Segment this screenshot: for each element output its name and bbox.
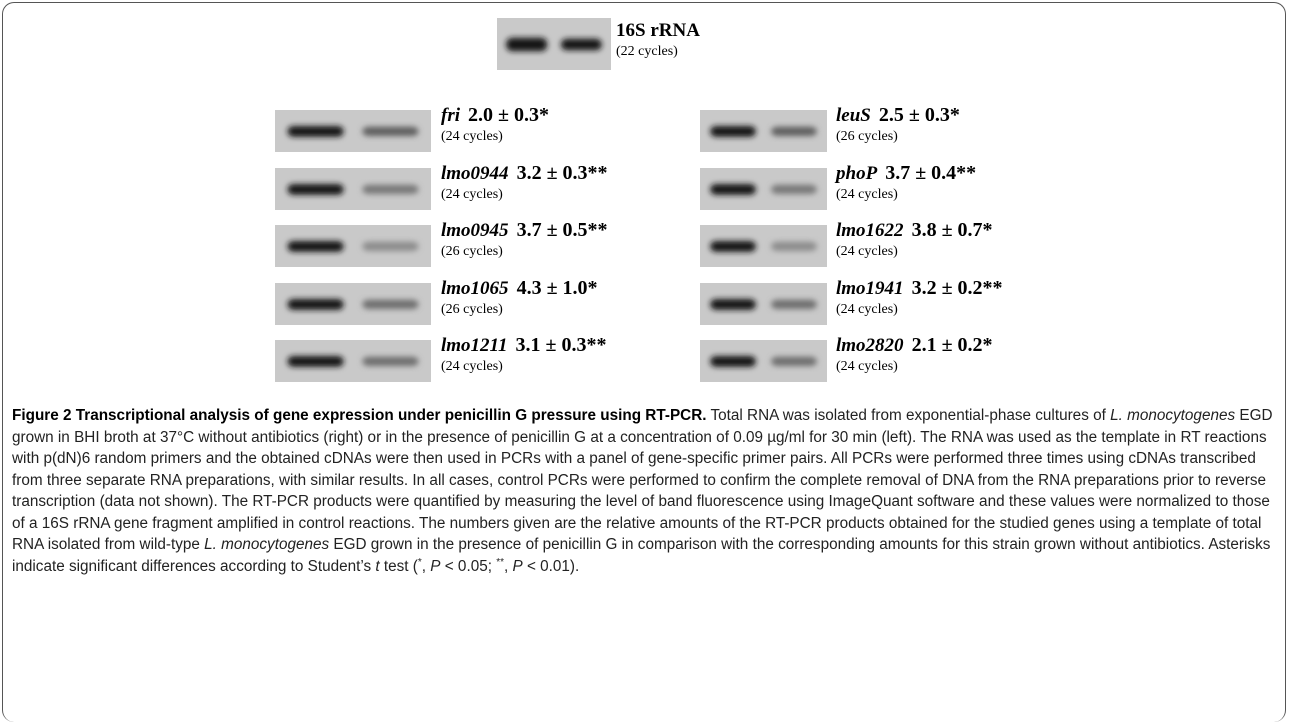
gene-label: lmo0945 3.7 ± 0.5** (26 cycles)	[441, 219, 608, 260]
fold-change: 3.2 ± 0.2**	[912, 277, 1003, 299]
figure-frame	[2, 2, 1286, 722]
band	[287, 183, 343, 194]
gel-image	[275, 225, 431, 267]
gene-name: lmo1622	[836, 220, 904, 241]
band	[710, 183, 756, 194]
gel-image	[275, 283, 431, 325]
band	[710, 356, 756, 367]
cycles: (24 cycles)	[836, 244, 993, 260]
gene-name: leuS	[836, 105, 871, 126]
gene-label: leuS 2.5 ± 0.3* (26 cycles)	[836, 104, 960, 145]
band	[771, 184, 817, 193]
gene-name: lmo1941	[836, 278, 904, 299]
caption-text: < 0.05;	[441, 558, 497, 575]
fold-change: 3.7 ± 0.5**	[517, 219, 608, 241]
gel-image	[700, 110, 827, 152]
control-label: 16S rRNA (22 cycles)	[616, 20, 700, 60]
band	[506, 38, 547, 52]
band	[710, 126, 756, 137]
gene-label: lmo1622 3.8 ± 0.7* (24 cycles)	[836, 219, 993, 260]
caption-text: **	[496, 556, 504, 567]
band	[771, 127, 817, 136]
cycles: (26 cycles)	[836, 129, 960, 145]
cycles: (24 cycles)	[836, 187, 976, 203]
band	[771, 242, 817, 251]
caption-title: Figure 2 Transcriptional analysis of gen…	[12, 407, 707, 424]
gel-image	[700, 168, 827, 210]
gel-image	[497, 18, 611, 70]
gene-label: lmo1941 3.2 ± 0.2** (24 cycles)	[836, 277, 1003, 318]
cycles: (24 cycles)	[441, 187, 608, 203]
gel-image	[700, 340, 827, 382]
band	[287, 241, 343, 252]
band	[710, 298, 756, 309]
fold-change: 2.1 ± 0.2*	[912, 334, 993, 356]
gene-name: lmo2820	[836, 335, 904, 356]
gene-name: lmo1211	[441, 335, 508, 356]
caption: Figure 2 Transcriptional analysis of gen…	[12, 405, 1280, 577]
caption-text: P	[430, 558, 440, 575]
caption-text: < 0.01).	[523, 558, 580, 575]
caption-text: test (	[380, 558, 418, 575]
gene-name: 16S rRNA	[616, 20, 700, 41]
gene-name: lmo1065	[441, 278, 509, 299]
band	[362, 357, 418, 366]
gel-image	[275, 340, 431, 382]
gene-label: lmo2820 2.1 ± 0.2* (24 cycles)	[836, 334, 993, 375]
band	[710, 241, 756, 252]
gene-name: lmo0944	[441, 163, 509, 184]
gene-name: fri	[441, 105, 460, 126]
band	[362, 184, 418, 193]
gel-image	[275, 110, 431, 152]
gene-name: lmo0945	[441, 220, 509, 241]
band	[771, 299, 817, 308]
caption-text: Total RNA was isolated from exponential-…	[707, 407, 1111, 424]
gene-label: fri 2.0 ± 0.3* (24 cycles)	[441, 104, 549, 145]
cycles: (24 cycles)	[836, 302, 1003, 318]
band	[287, 126, 343, 137]
caption-text: EGD grown in BHI broth at 37°C without a…	[12, 407, 1273, 553]
gene-name: phoP	[836, 163, 877, 184]
cycles: (24 cycles)	[441, 359, 607, 375]
cycles: (22 cycles)	[616, 44, 700, 60]
cycles: (24 cycles)	[836, 359, 993, 375]
fold-change: 3.7 ± 0.4**	[885, 162, 976, 184]
fold-change: 4.3 ± 1.0*	[517, 277, 598, 299]
caption-text: ,	[504, 558, 513, 575]
gel-image	[275, 168, 431, 210]
cycles: (26 cycles)	[441, 302, 598, 318]
fold-change: 3.1 ± 0.3**	[516, 334, 607, 356]
fold-change: 2.5 ± 0.3*	[879, 104, 960, 126]
gel-image	[700, 225, 827, 267]
gel-image	[700, 283, 827, 325]
gene-label: phoP 3.7 ± 0.4** (24 cycles)	[836, 162, 976, 203]
band	[362, 299, 418, 308]
band	[287, 298, 343, 309]
fold-change: 2.0 ± 0.3*	[468, 104, 549, 126]
caption-text: L. monocytogenes	[204, 536, 329, 553]
gene-label: lmo1065 4.3 ± 1.0* (26 cycles)	[441, 277, 598, 318]
band	[561, 39, 602, 50]
caption-text: L. monocytogenes	[1110, 407, 1235, 424]
cycles: (26 cycles)	[441, 244, 608, 260]
band	[362, 127, 418, 136]
band	[287, 356, 343, 367]
cycles: (24 cycles)	[441, 129, 549, 145]
page: 16S rRNA (22 cycles) fri 2.0 ± 0.3* (24 cycl…	[0, 0, 1290, 699]
caption-text: P	[513, 558, 523, 575]
band	[771, 357, 817, 366]
band	[362, 242, 418, 251]
gene-label: lmo1211 3.1 ± 0.3** (24 cycles)	[441, 334, 607, 375]
fold-change: 3.2 ± 0.3**	[517, 162, 608, 184]
gene-label: lmo0944 3.2 ± 0.3** (24 cycles)	[441, 162, 608, 203]
fold-change: 3.8 ± 0.7*	[912, 219, 993, 241]
